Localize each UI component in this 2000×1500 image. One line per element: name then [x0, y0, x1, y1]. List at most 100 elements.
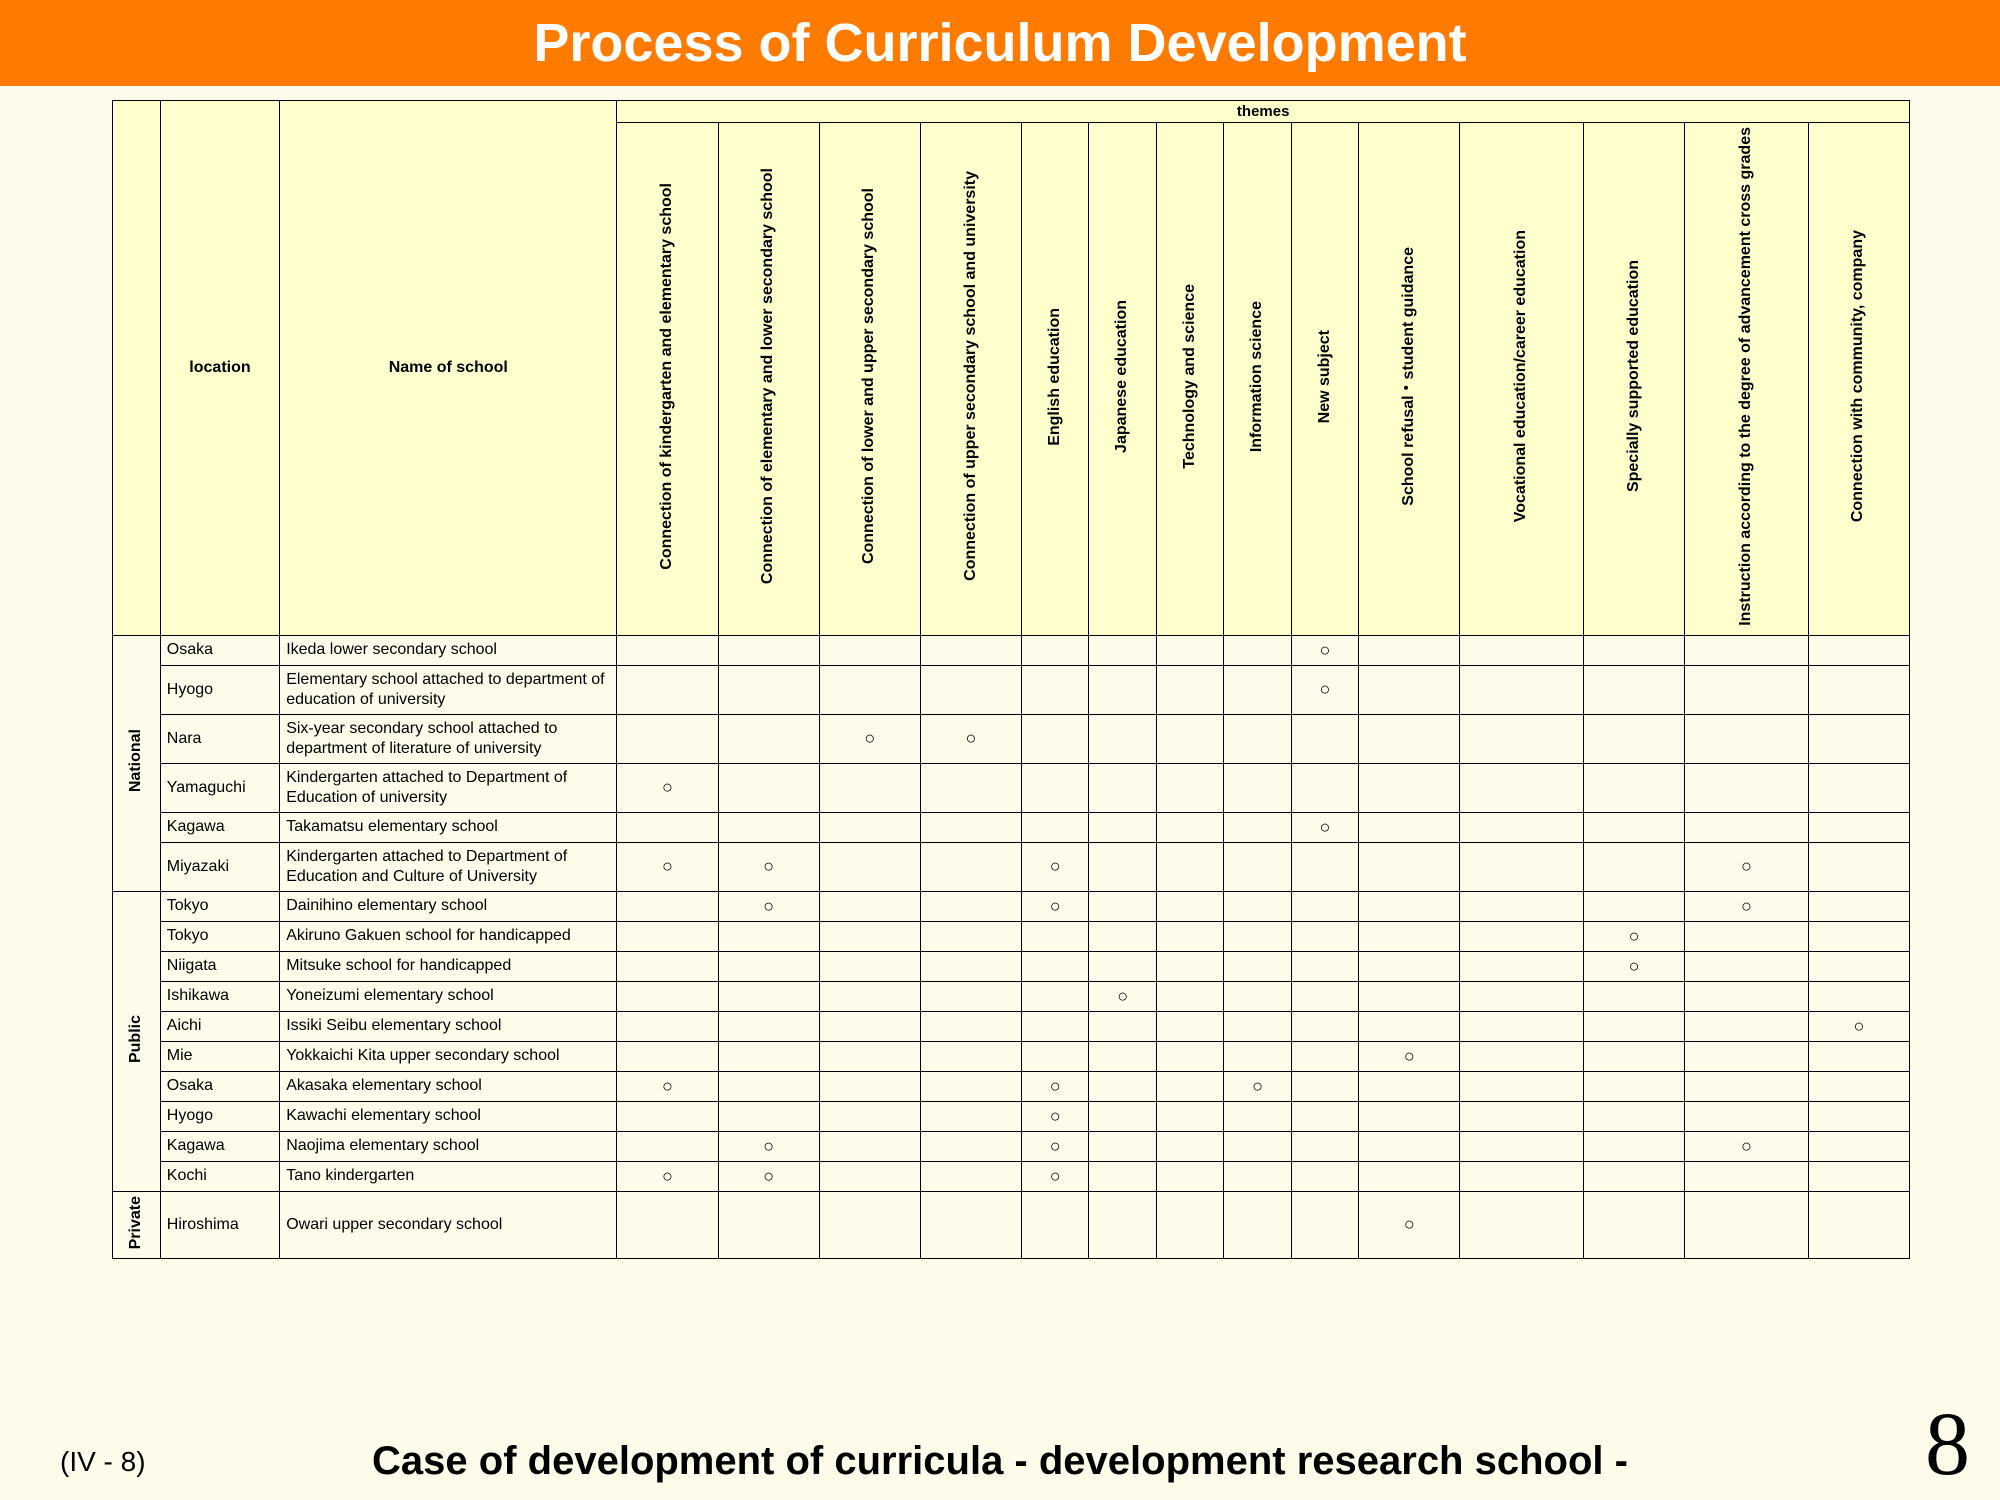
- school-cell: Mitsuke school for handicapped: [280, 951, 617, 981]
- mark-cell: [1291, 1191, 1358, 1258]
- mark-cell: [1685, 981, 1809, 1011]
- mark-cell: [1359, 635, 1460, 665]
- mark-cell: [1156, 1191, 1223, 1258]
- school-cell: Elementary school attached to department…: [280, 665, 617, 714]
- page-title: Process of Curriculum Development: [0, 0, 2000, 86]
- mark-cell: [1291, 1131, 1358, 1161]
- mark-cell: [920, 665, 1021, 714]
- table-row: KochiTano kindergarten○○○: [113, 1161, 1910, 1191]
- mark-cell: [1022, 1011, 1089, 1041]
- mark-cell: ○: [617, 763, 718, 812]
- mark-cell: [1808, 812, 1909, 842]
- mark-cell: [1089, 635, 1156, 665]
- mark-cell: [1685, 665, 1809, 714]
- mark-cell: [1359, 951, 1460, 981]
- mark-cell: [1460, 1101, 1584, 1131]
- mark-cell: [1224, 1011, 1291, 1041]
- mark-cell: [1224, 842, 1291, 891]
- mark-cell: ○: [1291, 812, 1358, 842]
- page-number: 8: [1925, 1393, 1970, 1496]
- mark-cell: [1156, 763, 1223, 812]
- location-cell: Hyogo: [160, 1101, 279, 1131]
- mark-cell: [819, 1131, 920, 1161]
- mark-cell: [1808, 891, 1909, 921]
- mark-cell: [1685, 921, 1809, 951]
- mark-cell: [617, 891, 718, 921]
- mark-cell: [920, 763, 1021, 812]
- mark-cell: [1460, 921, 1584, 951]
- mark-cell: [1089, 665, 1156, 714]
- mark-cell: ○: [1808, 1011, 1909, 1041]
- mark-cell: [1583, 1041, 1684, 1071]
- col-group-header: [113, 101, 161, 636]
- mark-cell: [1089, 1011, 1156, 1041]
- mark-cell: [920, 635, 1021, 665]
- mark-cell: [819, 981, 920, 1011]
- school-cell: Kindergarten attached to Department of E…: [280, 763, 617, 812]
- mark-cell: ○: [1022, 1131, 1089, 1161]
- mark-cell: [1460, 1131, 1584, 1161]
- mark-cell: [920, 812, 1021, 842]
- mark-cell: ○: [1022, 1161, 1089, 1191]
- theme-header-7: Information science: [1224, 123, 1291, 636]
- location-cell: Ishikawa: [160, 981, 279, 1011]
- mark-cell: [1359, 891, 1460, 921]
- mark-cell: [1291, 921, 1358, 951]
- mark-cell: [1089, 714, 1156, 763]
- mark-cell: [1291, 951, 1358, 981]
- mark-cell: [1022, 665, 1089, 714]
- mark-cell: [1460, 763, 1584, 812]
- mark-cell: [1224, 951, 1291, 981]
- mark-cell: [1359, 763, 1460, 812]
- mark-cell: ○: [1583, 951, 1684, 981]
- mark-cell: [1583, 635, 1684, 665]
- location-cell: Tokyo: [160, 921, 279, 951]
- school-cell: Takamatsu elementary school: [280, 812, 617, 842]
- mark-cell: [1156, 1131, 1223, 1161]
- mark-cell: [1156, 714, 1223, 763]
- mark-cell: [1156, 812, 1223, 842]
- mark-cell: [920, 1161, 1021, 1191]
- mark-cell: ○: [718, 1131, 819, 1161]
- mark-cell: ○: [1685, 891, 1809, 921]
- mark-cell: [920, 891, 1021, 921]
- mark-cell: [617, 921, 718, 951]
- mark-cell: [1089, 1161, 1156, 1191]
- mark-cell: [920, 981, 1021, 1011]
- mark-cell: [920, 1041, 1021, 1071]
- mark-cell: [819, 1011, 920, 1041]
- mark-cell: [1224, 981, 1291, 1011]
- mark-cell: [1460, 1011, 1584, 1041]
- mark-cell: [920, 1011, 1021, 1041]
- theme-header-6: Technology and science: [1156, 123, 1223, 636]
- mark-cell: [1359, 1101, 1460, 1131]
- school-cell: Akasaka elementary school: [280, 1071, 617, 1101]
- mark-cell: [1808, 1161, 1909, 1191]
- mark-cell: [617, 981, 718, 1011]
- location-cell: Mie: [160, 1041, 279, 1071]
- location-cell: Tokyo: [160, 891, 279, 921]
- theme-header-13: Connection with community, company: [1808, 123, 1909, 636]
- mark-cell: [1156, 635, 1223, 665]
- mark-cell: [1685, 1011, 1809, 1041]
- mark-cell: ○: [1685, 842, 1809, 891]
- mark-cell: [718, 981, 819, 1011]
- mark-cell: [1291, 891, 1358, 921]
- mark-cell: [1291, 1041, 1358, 1071]
- theme-header-1: Connection of elementary and lower secon…: [718, 123, 819, 636]
- mark-cell: [617, 1131, 718, 1161]
- mark-cell: [1089, 951, 1156, 981]
- mark-cell: [819, 1071, 920, 1101]
- mark-cell: [1359, 812, 1460, 842]
- mark-cell: ○: [1089, 981, 1156, 1011]
- mark-cell: [1460, 1071, 1584, 1101]
- mark-cell: [819, 635, 920, 665]
- mark-cell: ○: [1359, 1041, 1460, 1071]
- mark-cell: [1808, 1101, 1909, 1131]
- mark-cell: [1359, 665, 1460, 714]
- mark-cell: [1460, 1041, 1584, 1071]
- mark-cell: [718, 763, 819, 812]
- mark-cell: [819, 1041, 920, 1071]
- mark-cell: [718, 951, 819, 981]
- mark-cell: [1359, 1071, 1460, 1101]
